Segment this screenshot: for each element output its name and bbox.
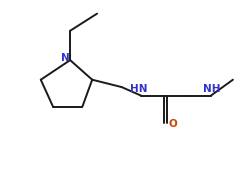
Text: NH: NH bbox=[203, 84, 221, 94]
Text: N: N bbox=[61, 53, 70, 63]
Text: O: O bbox=[168, 120, 177, 129]
Text: HN: HN bbox=[130, 84, 148, 94]
